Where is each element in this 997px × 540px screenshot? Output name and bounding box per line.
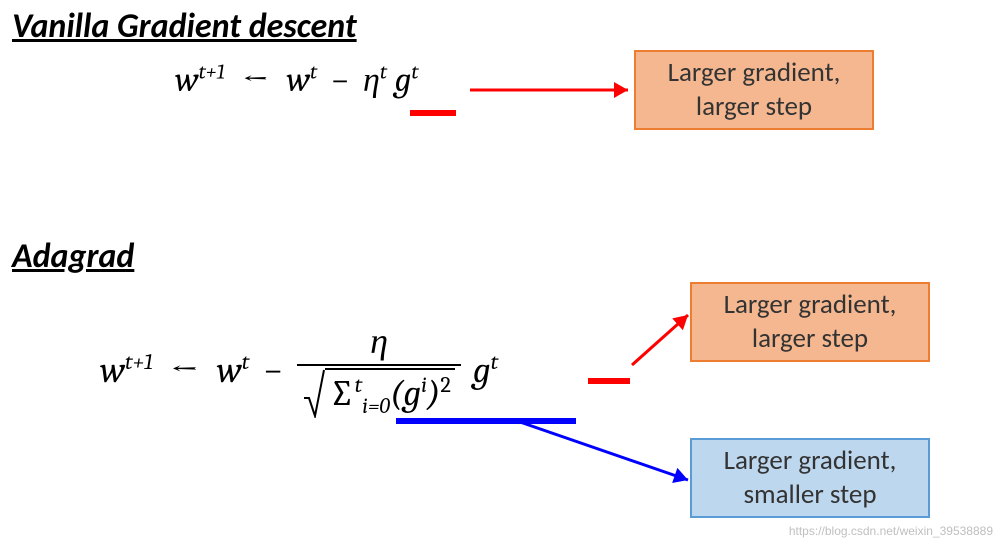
callout-line-1: Larger gradient, bbox=[724, 288, 897, 322]
var-w: w bbox=[217, 350, 242, 391]
heading-adagrad: Adagrad bbox=[12, 236, 134, 277]
arrow-vanilla-to-callout bbox=[458, 78, 640, 102]
formula-adagrad: wt+1 ← wt − η ∑ti=0(gi)2 gt bbox=[100, 320, 498, 427]
callout-adagrad-smaller-step: Larger gradient, smaller step bbox=[690, 438, 930, 518]
radical-icon bbox=[303, 368, 325, 418]
superscript: t bbox=[491, 349, 499, 375]
callout-line-2: larger step bbox=[696, 90, 812, 124]
callout-line-2: smaller step bbox=[743, 478, 876, 512]
assign-arrow: ← bbox=[232, 60, 279, 100]
arrow-adagrad-g-to-callout bbox=[620, 303, 700, 377]
var-eta: η bbox=[370, 321, 388, 362]
superscript: 2 bbox=[440, 372, 451, 398]
underline-adagrad-g bbox=[588, 378, 630, 384]
var-w: w bbox=[286, 60, 310, 100]
var-w: w bbox=[100, 350, 125, 391]
superscript: i bbox=[421, 372, 427, 398]
minus-op: − bbox=[257, 350, 289, 391]
square-root: ∑ti=0(gi)2 bbox=[303, 368, 455, 419]
sigma-symbol: ∑ bbox=[329, 373, 355, 414]
callout-vanilla-larger-step: Larger gradient, larger step bbox=[634, 50, 874, 130]
superscript: t+1 bbox=[125, 349, 153, 375]
formula-vanilla: wt+1 ← wt − ηt gt bbox=[175, 60, 419, 100]
var-g: g bbox=[395, 60, 412, 100]
callout-adagrad-larger-step: Larger gradient, larger step bbox=[690, 282, 930, 362]
superscript: t bbox=[380, 61, 387, 85]
arrow-adagrad-sum-to-callout bbox=[508, 410, 700, 492]
var-w: w bbox=[175, 60, 199, 100]
superscript: t bbox=[242, 349, 250, 375]
underline-vanilla-g bbox=[410, 110, 456, 116]
var-eta: η bbox=[363, 60, 380, 100]
callout-line-2: larger step bbox=[752, 322, 868, 356]
assign-arrow: ← bbox=[161, 350, 209, 391]
callout-line-1: Larger gradient, bbox=[724, 444, 897, 478]
heading-vanilla-gradient-descent: Vanilla Gradient descent bbox=[12, 6, 357, 47]
fraction: η ∑ti=0(gi)2 bbox=[297, 320, 461, 427]
superscript: t bbox=[411, 61, 418, 85]
var-g: g bbox=[403, 373, 421, 414]
callout-line-1: Larger gradient, bbox=[668, 56, 841, 90]
minus-op: − bbox=[325, 60, 356, 100]
var-g: g bbox=[473, 350, 491, 391]
superscript: t bbox=[310, 61, 317, 85]
superscript: t+1 bbox=[199, 61, 225, 85]
sum-lower: i=0 bbox=[362, 395, 390, 419]
watermark-text: https://blog.csdn.net/weixin_39538889 bbox=[789, 524, 993, 538]
